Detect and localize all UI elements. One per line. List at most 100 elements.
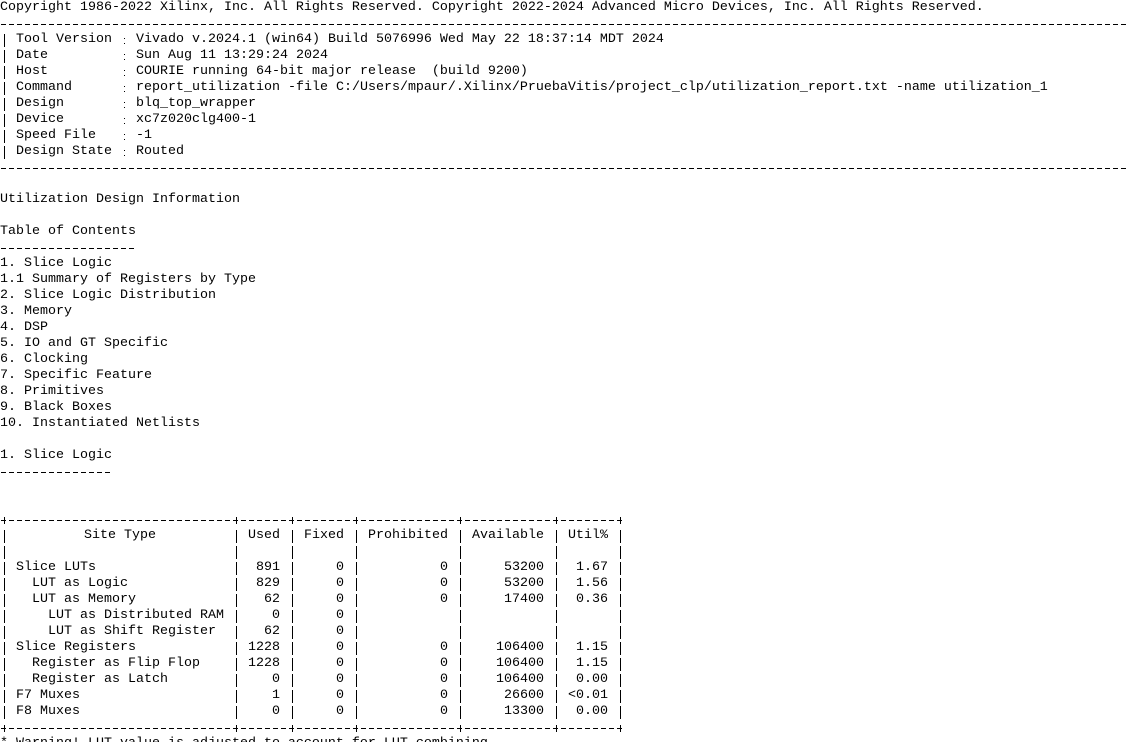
table-corner xyxy=(236,725,237,732)
toc-item: 4. DSP xyxy=(0,320,48,335)
pipe xyxy=(292,530,293,543)
pipe xyxy=(4,578,5,591)
warning-note: * Warning! LUT value is adjusted to acco… xyxy=(0,736,496,742)
cell: 17400 xyxy=(504,592,544,607)
colon xyxy=(124,139,125,140)
cell: 26600 xyxy=(504,688,544,703)
cell: 0 xyxy=(272,704,280,719)
pipe xyxy=(556,690,557,703)
pipe xyxy=(4,546,5,559)
pipe xyxy=(236,562,237,575)
cell: 106400 xyxy=(496,672,544,687)
colon xyxy=(124,155,125,156)
pipe xyxy=(292,562,293,575)
pipe xyxy=(356,626,357,639)
pipe xyxy=(4,690,5,703)
colon xyxy=(124,38,125,39)
pipe xyxy=(236,610,237,623)
table-corner xyxy=(356,517,357,524)
toc-item: 7. Specific Feature xyxy=(0,368,152,383)
table-corner xyxy=(292,517,293,524)
site-type: F7 Muxes xyxy=(16,688,80,703)
field-value: report_utilization -file C:/Users/mpaur/… xyxy=(136,80,1048,95)
column-header: Prohibited xyxy=(368,528,448,543)
cell: 0 xyxy=(336,592,344,607)
cell: 106400 xyxy=(496,640,544,655)
cell: 829 xyxy=(256,576,280,591)
cell: 0 xyxy=(440,688,448,703)
pipe xyxy=(356,546,357,559)
toc-item: 10. Instantiated Netlists xyxy=(0,416,200,431)
colon xyxy=(124,43,125,44)
pipe xyxy=(556,594,557,607)
cell: 1228 xyxy=(248,640,280,655)
pipe xyxy=(292,674,293,687)
table-corner xyxy=(4,725,5,732)
column-header: Used xyxy=(248,528,280,543)
pipe xyxy=(556,706,557,719)
section-heading: 1. Slice Logic xyxy=(0,448,112,463)
cell: 0 xyxy=(440,576,448,591)
pipe xyxy=(292,610,293,623)
pipe xyxy=(236,674,237,687)
cell: 0 xyxy=(440,592,448,607)
table-corner xyxy=(460,517,461,524)
pipe xyxy=(620,626,621,639)
colon xyxy=(124,118,125,119)
site-type: LUT as Shift Register xyxy=(16,624,216,639)
colon xyxy=(124,134,125,135)
colon xyxy=(124,70,125,71)
toc-item: 1. Slice Logic xyxy=(0,256,112,271)
cell: 0.00 xyxy=(576,704,608,719)
pipe xyxy=(356,690,357,703)
pipe xyxy=(4,626,5,639)
site-type: Register as Flip Flop xyxy=(16,656,200,671)
cell: 0 xyxy=(440,640,448,655)
pipe xyxy=(236,690,237,703)
pipe xyxy=(4,642,5,655)
field-label: Design xyxy=(16,96,64,111)
pipe xyxy=(292,690,293,703)
pipe xyxy=(4,530,5,543)
pipe xyxy=(620,674,621,687)
cell: 62 xyxy=(264,624,280,639)
pipe xyxy=(292,706,293,719)
field-label: Date xyxy=(16,48,48,63)
cell: 891 xyxy=(256,560,280,575)
table-corner xyxy=(556,517,557,524)
pipe xyxy=(460,610,461,623)
cell: 1 xyxy=(272,688,280,703)
field-label: Tool Version xyxy=(16,32,112,47)
cell: 0 xyxy=(336,672,344,687)
toc-item: 3. Memory xyxy=(0,304,72,319)
pipe xyxy=(4,674,5,687)
pipe xyxy=(236,546,237,559)
pipe xyxy=(620,706,621,719)
cell: 106400 xyxy=(496,656,544,671)
column-header: Site Type xyxy=(84,528,156,543)
cell: 1.15 xyxy=(576,656,608,671)
pipe xyxy=(356,610,357,623)
toc-item: 1.1 Summary of Registers by Type xyxy=(0,272,256,287)
toc-heading: Table of Contents xyxy=(0,224,136,239)
pipe xyxy=(460,642,461,655)
pipe xyxy=(460,626,461,639)
pipe xyxy=(4,82,5,95)
field-label: Command xyxy=(16,80,72,95)
pipe xyxy=(356,578,357,591)
separator xyxy=(1,24,1129,25)
pipe xyxy=(556,626,557,639)
cell: 0 xyxy=(272,672,280,687)
pipe xyxy=(4,146,5,159)
pipe xyxy=(4,594,5,607)
cell: 1228 xyxy=(248,656,280,671)
cell: 0 xyxy=(336,576,344,591)
pipe xyxy=(460,706,461,719)
colon xyxy=(124,102,125,103)
colon xyxy=(124,123,125,124)
column-header: Util% xyxy=(568,528,608,543)
field-value: COURIE running 64-bit major release (bui… xyxy=(136,64,528,79)
cell: 0 xyxy=(440,656,448,671)
field-value: blq_top_wrapper xyxy=(136,96,256,111)
